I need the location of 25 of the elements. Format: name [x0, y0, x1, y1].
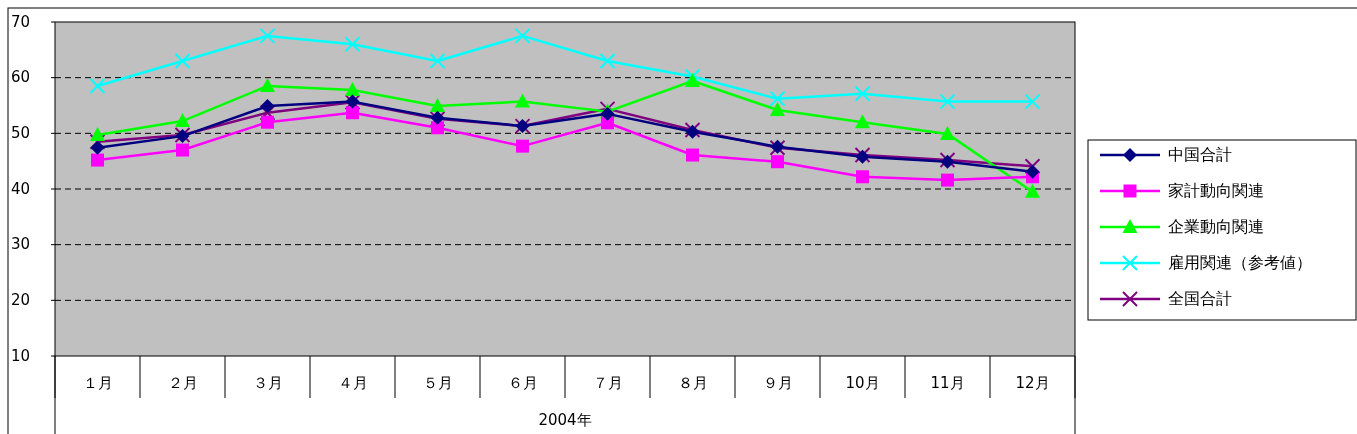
y-tick-label: 60	[11, 68, 31, 87]
x-tick-label: ２月	[167, 373, 198, 392]
y-tick-label: 70	[11, 12, 31, 31]
y-tick-label: 40	[11, 179, 31, 198]
y-tick-label: 10	[11, 346, 31, 365]
legend-label: 中国合計	[1168, 144, 1232, 164]
x-tick-label: ５月	[422, 373, 453, 392]
x-tick-label: ７月	[592, 373, 623, 392]
x-tick-label: 12月	[1015, 373, 1050, 392]
y-tick-label: 20	[11, 290, 31, 309]
legend-label: 雇用関連（参考値）	[1168, 252, 1312, 272]
legend-label: 企業動向関連	[1168, 216, 1264, 236]
x-tick-label: ８月	[677, 373, 708, 392]
x-axis-title: 2004年	[538, 410, 592, 429]
x-tick-label: ６月	[507, 373, 538, 392]
x-tick-label: ４月	[337, 373, 368, 392]
x-tick-label: １月	[82, 373, 113, 392]
x-tick-label: ９月	[762, 373, 793, 392]
legend-label: 家計動向関連	[1168, 180, 1264, 200]
legend-label: 全国合計	[1168, 288, 1232, 308]
y-tick-label: 30	[11, 235, 31, 254]
y-tick-label: 50	[11, 123, 31, 142]
x-tick-label: 11月	[930, 373, 965, 392]
x-tick-label: ３月	[252, 373, 283, 392]
x-tick-label: 10月	[845, 373, 880, 392]
